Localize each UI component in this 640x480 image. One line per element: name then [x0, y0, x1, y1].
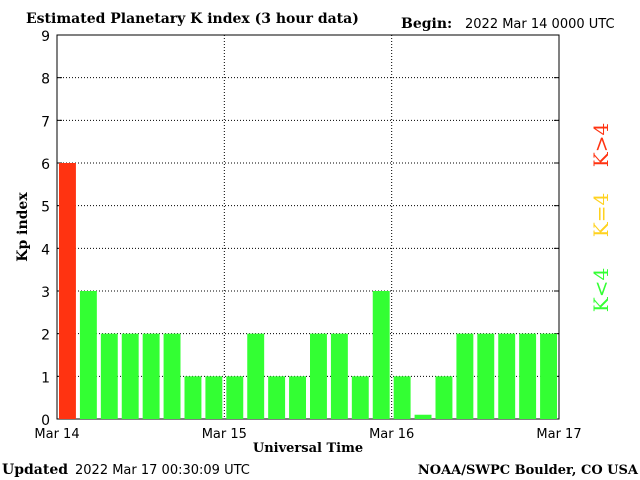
kp-bar	[477, 333, 495, 419]
y-tick-label: 2	[41, 328, 50, 344]
kp-bar	[59, 163, 76, 419]
updated-label: Updated	[2, 462, 68, 478]
kp-bar	[226, 376, 244, 419]
kp-bar	[205, 376, 223, 419]
kp-bar	[310, 333, 327, 419]
kp-bar	[393, 376, 411, 419]
kp-bar	[372, 291, 390, 419]
y-tick-label: 5	[41, 200, 50, 216]
kp-bar	[289, 376, 306, 419]
y-tick-label: 7	[41, 114, 50, 130]
x-tick-label: Mar 14	[34, 427, 79, 442]
kp-bar	[184, 376, 202, 419]
x-axis-label: Universal Time	[253, 441, 363, 456]
kp-bar	[456, 333, 474, 419]
y-tick-label: 1	[41, 370, 50, 386]
begin-label: Begin:	[401, 16, 452, 32]
kp-bar	[121, 333, 139, 419]
y-tick-label: 6	[41, 157, 50, 173]
y-tick-label: 3	[41, 285, 50, 301]
y-tick-labels: 0 1 2 3 4 5 6 7 8 9	[41, 29, 50, 429]
plot-frame	[56, 34, 560, 420]
bars-group	[59, 163, 557, 419]
kp-bar	[498, 333, 516, 419]
kp-bar	[540, 333, 557, 419]
kp-bar	[247, 333, 265, 419]
x-tick-label: Mar 16	[369, 427, 414, 442]
y-axis-label: Kp index	[15, 192, 31, 262]
kp-bar	[163, 333, 181, 419]
updated-value: 2022 Mar 17 00:30:09 UTC	[75, 463, 250, 478]
kp-bar	[435, 376, 453, 419]
x-tick-labels: Mar 14 Mar 15 Mar 16 Mar 17	[34, 427, 581, 442]
kp-bar	[79, 291, 97, 419]
kp-bar	[414, 414, 432, 419]
kp-bar	[100, 333, 118, 419]
x-tick-label: Mar 15	[202, 427, 247, 442]
legend-entry: K<4	[589, 268, 613, 312]
chart-title: Estimated Planetary K index (3 hour data…	[26, 11, 359, 27]
source-credit: NOAA/SWPC Boulder, CO USA	[418, 463, 639, 478]
kp-bar	[330, 333, 348, 419]
y-tick-label: 8	[41, 72, 50, 88]
legend-entry: K>4	[589, 123, 613, 167]
kp-bar	[142, 333, 160, 419]
legend-entry: K=4	[589, 193, 613, 237]
begin-value: 2022 Mar 14 0000 UTC	[465, 17, 615, 32]
y-tick-label: 0	[41, 413, 50, 429]
x-tick-label: Mar 17	[536, 427, 581, 442]
kp-bar	[351, 376, 369, 419]
legend: K<4 K=4 K>4	[589, 123, 613, 312]
kp-bar	[519, 333, 537, 419]
y-tick-label: 9	[41, 29, 50, 45]
kp-bar	[268, 376, 286, 419]
y-tick-label: 4	[41, 242, 50, 258]
